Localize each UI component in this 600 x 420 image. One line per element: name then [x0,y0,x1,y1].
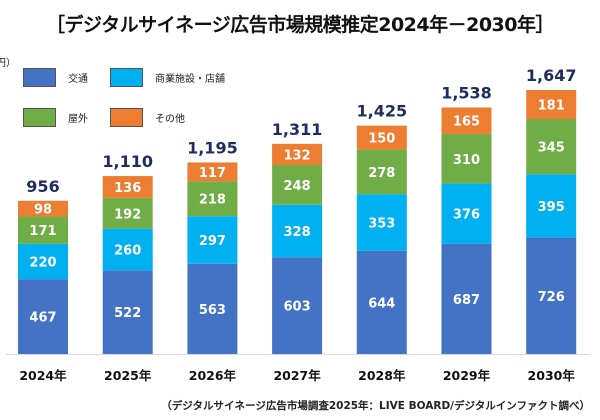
bar-segment [441,133,492,184]
legend-swatch-outdoor [23,108,56,127]
data-label: 345 [538,141,565,156]
bar-segment [272,143,323,166]
x-tick-label: 2029年 [443,368,491,383]
data-label: 278 [368,166,395,181]
data-label: 171 [29,224,56,239]
chart-title: ［デジタルサイネージ広告市場規模推定2024年－2030年］ [45,14,555,36]
legend-label-commercial: 商業施設・店舗 [155,74,225,85]
bar-segment [441,183,492,244]
bar-segment [526,174,577,238]
total-label: 1,425 [356,102,407,121]
bar-segment [272,204,323,258]
legend-label-other: その他 [155,114,185,125]
data-label: 603 [284,300,311,315]
data-label: 310 [453,153,480,168]
bar-segment [102,228,153,271]
data-label: 328 [284,225,311,240]
bar-segment [526,119,577,175]
total-label: 1,195 [187,138,238,157]
bar-segment [18,279,68,354]
data-label: 98 [34,203,52,218]
total-label: 1,538 [441,83,492,102]
data-label: 117 [199,166,226,181]
data-label: 376 [453,208,480,223]
legend-item-commercial: 商業施設・店舗 [110,68,225,87]
total-label: 1,311 [272,120,323,139]
data-label: 248 [284,179,311,194]
unit-label: 円） [0,58,16,69]
data-label: 687 [453,293,480,308]
data-label: 192 [114,207,141,222]
bar-segment [272,165,323,205]
x-tick-label: 2024年 [19,368,67,383]
bar-segment [526,237,577,354]
x-tick-label: 2025年 [104,368,152,383]
bar-segment [356,149,407,195]
bar-segment [356,250,407,354]
data-label: 165 [453,115,480,130]
bar-segment [102,176,153,198]
legend-swatch-other [110,108,143,127]
data-label: 297 [199,234,226,249]
legend-label-outdoor: 屋外 [68,114,88,125]
bar-segment [187,162,238,182]
bar-segment [187,181,238,217]
data-label: 220 [29,256,56,271]
bar-segment [441,107,492,134]
data-label: 150 [368,132,395,147]
total-label: 956 [26,177,59,196]
data-label: 132 [284,148,311,163]
x-tick-label: 2030年 [528,368,576,383]
legend-swatch-transport [23,68,56,87]
data-label: 563 [199,303,226,318]
x-tick-label: 2028年 [358,368,406,383]
data-label: 467 [29,311,56,326]
bar-segment [18,216,68,244]
source-note: （デジタルサイネージ広告市場調査2025年：LIVE BOARD/デジタルインフ… [161,400,590,412]
x-tick-label: 2026年 [189,368,237,383]
legend-swatch-commercial [110,68,143,87]
bar-segment [102,270,153,354]
x-tick-label: 2027年 [273,368,321,383]
data-label: 522 [114,306,141,321]
legend-label-transport: 交通 [68,74,88,85]
total-label: 1,110 [102,152,153,171]
total-label: 1,647 [526,66,577,85]
bar-segment [102,197,153,229]
bar-segment [187,216,238,264]
data-label: 181 [538,99,565,114]
bar-segment [272,257,323,354]
legend-item-transport: 交通 [23,68,88,87]
bar-segment [441,243,492,354]
bar-segment [356,194,407,251]
data-label: 353 [368,216,395,231]
data-label: 726 [538,290,565,305]
legend-item-outdoor: 屋外 [23,108,88,127]
data-label: 136 [114,181,141,196]
bar-segment [18,243,68,280]
bar-segment [18,200,68,217]
bar-segment [356,125,407,150]
bar-segment [187,263,238,354]
legend-item-other: その他 [110,108,185,127]
data-label: 395 [538,200,565,215]
data-label: 644 [368,296,395,311]
bar-segment [526,90,577,120]
data-label: 218 [199,193,226,208]
data-label: 260 [114,243,141,258]
